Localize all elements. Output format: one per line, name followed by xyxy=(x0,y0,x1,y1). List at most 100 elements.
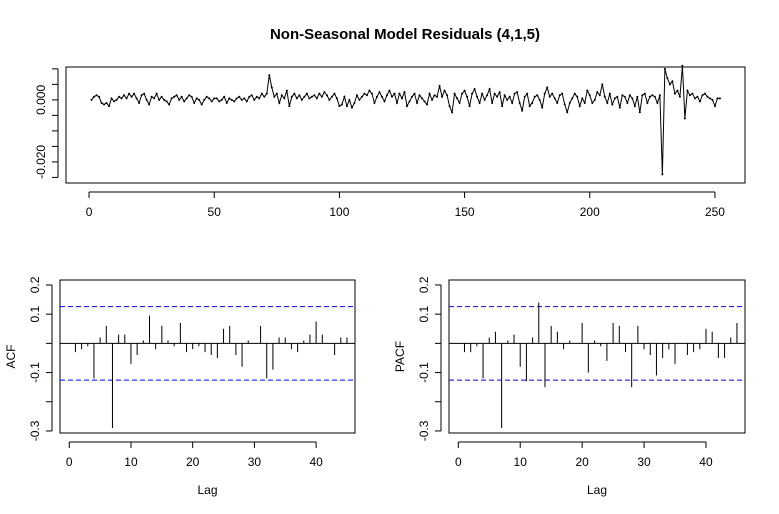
residual-point xyxy=(108,105,111,108)
y-tick-label: -0.3 xyxy=(417,420,431,441)
residual-point xyxy=(238,95,241,98)
residual-point xyxy=(90,98,93,101)
residual-point xyxy=(378,91,381,94)
residual-point xyxy=(478,101,481,104)
residual-point xyxy=(368,89,371,92)
residual-point xyxy=(681,64,684,67)
residual-point xyxy=(113,100,116,103)
residual-point xyxy=(265,92,268,95)
residual-point xyxy=(566,111,569,114)
residual-point xyxy=(416,101,419,104)
residual-point xyxy=(698,100,701,103)
residual-point xyxy=(213,97,216,100)
residual-point xyxy=(421,97,424,100)
residual-point xyxy=(441,95,444,98)
residual-point xyxy=(546,86,549,89)
residual-point xyxy=(328,98,331,101)
x-tick-label: 200 xyxy=(580,205,600,219)
residual-point xyxy=(158,98,161,101)
x-tick-label: 0 xyxy=(86,205,93,219)
residual-point xyxy=(521,109,524,112)
residual-point xyxy=(205,95,208,98)
residual-point xyxy=(233,100,236,103)
residual-point xyxy=(115,98,118,101)
residual-point xyxy=(436,95,439,98)
residual-point xyxy=(703,92,706,95)
residual-point xyxy=(143,92,146,95)
residual-point xyxy=(340,103,343,106)
residual-point xyxy=(508,95,511,98)
residual-point xyxy=(533,95,536,98)
residual-point xyxy=(385,94,388,97)
residual-point xyxy=(280,94,283,97)
residual-point xyxy=(423,100,426,103)
residual-point xyxy=(150,95,153,98)
residual-point xyxy=(188,94,191,97)
residual-point xyxy=(395,101,398,104)
x-tick-label: 20 xyxy=(186,455,200,469)
residual-point xyxy=(138,101,141,104)
residual-point xyxy=(208,97,211,100)
residual-point xyxy=(220,98,223,101)
residual-point xyxy=(558,94,561,97)
residual-point xyxy=(380,95,383,98)
y-tick-label: 0.2 xyxy=(417,276,431,293)
residual-point xyxy=(601,83,604,86)
residual-point xyxy=(95,94,98,97)
residual-point xyxy=(170,97,173,100)
residual-point xyxy=(633,105,636,108)
residual-point xyxy=(393,92,396,95)
residual-point xyxy=(333,92,336,95)
y-tick-label: -0.1 xyxy=(417,362,431,383)
residual-point xyxy=(456,97,459,100)
residual-point xyxy=(491,101,494,104)
residual-point xyxy=(483,98,486,101)
residual-point xyxy=(363,92,366,95)
residual-point xyxy=(691,92,694,95)
residual-point xyxy=(355,94,358,97)
residual-point xyxy=(716,97,719,100)
residual-point xyxy=(513,92,516,95)
residual-point xyxy=(270,86,273,89)
residual-point xyxy=(325,94,328,97)
residual-point xyxy=(443,89,446,92)
x-axis-label: Lag xyxy=(587,483,607,497)
residual-point xyxy=(313,94,316,97)
x-tick-label: 0 xyxy=(455,455,462,469)
residual-point xyxy=(523,95,526,98)
residual-point xyxy=(183,100,186,103)
residual-point xyxy=(185,97,188,100)
x-tick-label: 30 xyxy=(248,455,262,469)
x-tick-label: 0 xyxy=(66,455,73,469)
residual-point xyxy=(133,92,136,95)
residual-point xyxy=(135,97,138,100)
residual-point xyxy=(260,92,263,95)
residual-point xyxy=(190,95,193,98)
residual-point xyxy=(581,97,584,100)
x-tick-label: 10 xyxy=(514,455,528,469)
residual-point xyxy=(403,91,406,94)
chart-title: Non-Seasonal Model Residuals (4,1,5) xyxy=(270,26,540,43)
residual-point xyxy=(518,101,521,104)
residual-point xyxy=(453,92,456,95)
residual-point xyxy=(706,95,709,98)
residual-point xyxy=(195,97,198,100)
residual-point xyxy=(448,105,451,108)
residual-point xyxy=(573,92,576,95)
residual-point xyxy=(696,95,699,98)
residual-point xyxy=(275,92,278,95)
residual-point xyxy=(466,95,469,98)
residual-point xyxy=(671,80,674,83)
residual-point xyxy=(578,105,581,108)
y-tick-label: 0.1 xyxy=(28,305,42,322)
residual-point xyxy=(656,101,659,104)
plot-box xyxy=(448,279,746,434)
residual-point xyxy=(98,95,101,98)
residual-point xyxy=(586,89,589,92)
residual-point xyxy=(458,101,461,104)
residual-line xyxy=(91,65,720,175)
residual-point xyxy=(603,95,606,98)
residual-point xyxy=(330,95,333,98)
y-axis-label: PACF xyxy=(393,341,407,372)
residual-point xyxy=(388,89,391,92)
